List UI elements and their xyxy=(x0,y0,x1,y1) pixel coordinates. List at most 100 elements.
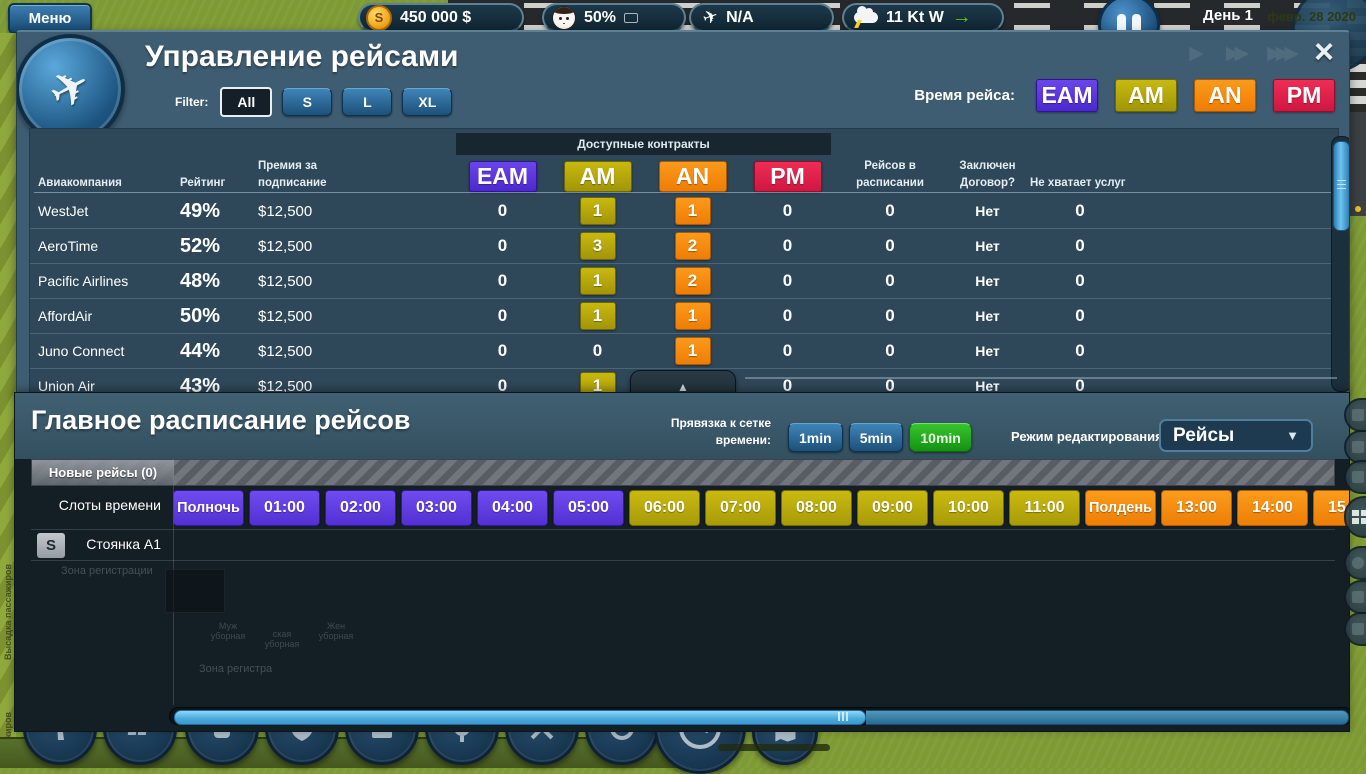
money-indicator[interactable]: S 450 000 $ xyxy=(358,3,524,32)
airline-row[interactable]: AeroTime 52% $12,500 0 3 2 0 0 Нет 0 xyxy=(30,229,1338,264)
time-slot[interactable]: 13:00 xyxy=(1161,490,1232,526)
am-contracts[interactable]: 1 xyxy=(579,302,616,330)
an-contracts[interactable]: 1 xyxy=(674,197,711,225)
eam-contracts[interactable]: 0 xyxy=(497,271,508,290)
am-contracts[interactable]: 1 xyxy=(579,372,616,394)
time-slot[interactable]: 07:00 xyxy=(705,490,776,526)
edge-button-tools[interactable] xyxy=(1344,612,1366,646)
airline-rating: 52% xyxy=(180,234,221,257)
edge-button-misc[interactable] xyxy=(1344,460,1366,494)
edge-button-cloud[interactable] xyxy=(1344,546,1366,580)
time-slot[interactable]: 08:00 xyxy=(781,490,852,526)
close-icon[interactable]: × xyxy=(1314,32,1334,71)
missing-services: 0 xyxy=(1075,271,1085,290)
time-slot[interactable]: 02:00 xyxy=(325,490,396,526)
table-scrollbar-thumb[interactable] xyxy=(1333,141,1349,231)
time-slot[interactable]: 05:00 xyxy=(553,490,624,526)
time-slot[interactable]: 09:00 xyxy=(857,490,928,526)
filter-button[interactable]: L xyxy=(342,88,393,116)
eam-contracts[interactable]: 0 xyxy=(497,306,508,325)
chevron-up-icon: ▲ xyxy=(677,379,689,394)
edit-mode-dropdown[interactable]: Рейсы ▼ xyxy=(1159,419,1313,452)
pm-contracts[interactable]: 0 xyxy=(782,376,793,395)
contract-signed: Нет xyxy=(975,308,1000,324)
schedule-scrollbar-thumb[interactable] xyxy=(174,710,866,725)
airline-row[interactable]: WestJet 49% $12,500 0 1 1 0 0 Нет 0 xyxy=(30,194,1338,229)
time-slot[interactable]: 01:00 xyxy=(249,490,320,526)
filter-button[interactable]: All xyxy=(220,87,273,117)
am-contracts[interactable]: 3 xyxy=(579,232,616,260)
col-eam-chip[interactable]: EAM xyxy=(468,161,537,192)
col-pm-chip[interactable]: PM xyxy=(753,161,822,192)
airline-name: Union Air xyxy=(38,378,95,394)
snap-interval-button[interactable]: 10min xyxy=(909,423,972,452)
time-slot[interactable]: 04:00 xyxy=(477,490,548,526)
satisfaction-indicator[interactable]: 50% xyxy=(542,3,686,32)
scrollbar-grip-icon xyxy=(838,712,840,721)
plane-badge-icon: ✈ xyxy=(40,56,101,123)
row-divider xyxy=(31,560,1335,561)
pm-contracts[interactable]: 0 xyxy=(782,201,793,220)
am-contracts[interactable]: 1 xyxy=(579,267,616,295)
stand-size-badge: S xyxy=(37,533,65,558)
signing-premium: $12,500 xyxy=(258,272,313,290)
time-period-button[interactable]: AN xyxy=(1194,79,1256,112)
filter-button[interactable]: S xyxy=(282,88,333,116)
am-contracts[interactable]: 1 xyxy=(579,197,616,225)
pm-contracts[interactable]: 0 xyxy=(782,271,793,290)
passenger-face-icon xyxy=(552,5,576,30)
schedule-header xyxy=(15,393,1349,459)
eam-contracts[interactable]: 0 xyxy=(497,341,508,360)
col-an-chip[interactable]: AN xyxy=(658,161,727,192)
flights-indicator[interactable]: ✈ N/A xyxy=(689,3,834,32)
time-slot[interactable]: 11:00 xyxy=(1009,490,1080,526)
edge-button-eco[interactable] xyxy=(1344,430,1366,464)
fastest-forward-icon[interactable]: ▶▶▶ xyxy=(1267,43,1299,64)
time-period-button[interactable]: EAM xyxy=(1036,79,1098,112)
pm-contracts[interactable]: 0 xyxy=(782,306,793,325)
pm-contracts[interactable]: 0 xyxy=(782,236,793,255)
eam-contracts[interactable]: 0 xyxy=(497,236,508,255)
col-rating: Рейтинг xyxy=(180,177,226,189)
an-contracts[interactable]: 1 xyxy=(674,302,711,330)
time-slot[interactable]: Полночь xyxy=(173,490,244,526)
time-period-button[interactable]: PM xyxy=(1273,79,1335,112)
snap-interval-button[interactable]: 1min xyxy=(788,423,843,452)
eam-contracts[interactable]: 0 xyxy=(497,201,508,220)
new-flights-row[interactable]: Новые рейсы (0) xyxy=(31,459,1335,486)
an-contracts[interactable]: 2 xyxy=(674,232,711,260)
layers-icon xyxy=(1352,591,1364,603)
play-icon[interactable]: ▶ xyxy=(1189,43,1204,64)
schedule-scrollbar[interactable] xyxy=(169,707,1349,725)
eam-contracts[interactable]: 0 xyxy=(497,376,508,395)
missing-services: 0 xyxy=(1075,236,1085,255)
time-slot[interactable]: Полдень xyxy=(1085,490,1156,526)
an-contracts[interactable]: 1 xyxy=(674,337,711,365)
snap-interval-button[interactable]: 5min xyxy=(848,423,904,452)
flights-scheduled: 0 xyxy=(885,271,895,290)
airline-row[interactable]: Union Air 43% $12,500 0 1 1 0 0 Нет 0 xyxy=(30,369,1338,395)
airline-row[interactable]: Pacific Airlines 48% $12,500 0 1 2 0 0 Н… xyxy=(30,264,1338,299)
time-slot[interactable]: 15:00 xyxy=(1313,490,1349,526)
am-contracts[interactable]: 0 xyxy=(592,341,603,360)
time-slot[interactable]: 03:00 xyxy=(401,490,472,526)
pm-contracts[interactable]: 0 xyxy=(782,341,793,360)
airline-row[interactable]: AffordAir 50% $12,500 0 1 1 0 0 Нет 0 xyxy=(30,299,1338,334)
time-slot[interactable]: 06:00 xyxy=(629,490,700,526)
weather-indicator[interactable]: 11 Kt W → xyxy=(842,3,1004,32)
time-period-button[interactable]: AM xyxy=(1115,79,1177,112)
an-contracts[interactable]: 2 xyxy=(674,267,711,295)
filter-button[interactable]: XL xyxy=(402,88,453,116)
time-slot[interactable]: 10:00 xyxy=(933,490,1004,526)
fast-forward-icon[interactable]: ▶▶ xyxy=(1225,43,1249,64)
new-flights-label: Новые рейсы (0) xyxy=(32,460,174,485)
time-slot[interactable]: 14:00 xyxy=(1237,490,1308,526)
schedule-scrollbar-track-fill[interactable] xyxy=(866,710,1349,725)
schedule-panel: Главное расписание рейсов Прявязка к сет… xyxy=(14,392,1350,732)
menu-button[interactable]: Меню xyxy=(8,3,92,34)
col-am-chip[interactable]: AM xyxy=(563,161,632,192)
header-divider xyxy=(34,192,1332,193)
airline-row[interactable]: Juno Connect 44% $12,500 0 0 1 0 0 Нет 0 xyxy=(30,334,1338,369)
stand-label[interactable]: Стоянка A1 xyxy=(86,536,161,552)
table-scrollbar[interactable] xyxy=(1331,136,1349,392)
